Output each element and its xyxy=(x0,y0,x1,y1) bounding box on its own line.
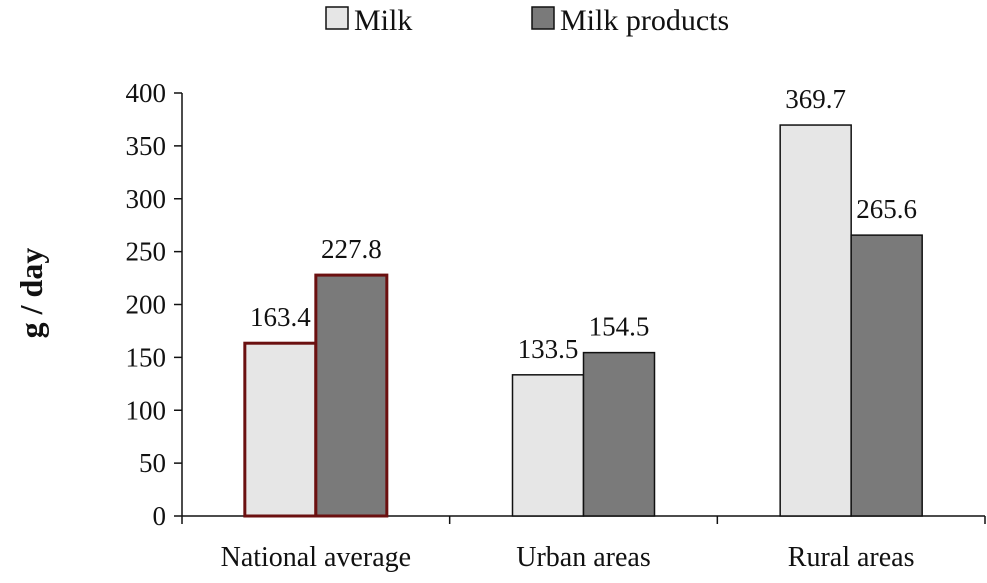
bar-milk-products xyxy=(314,273,389,518)
bar-milk-products xyxy=(582,351,656,517)
y-tick-label: 150 xyxy=(126,342,167,372)
legend-label: Milk products xyxy=(560,4,729,37)
y-tick-label: 350 xyxy=(126,131,167,161)
y-tick-label: 400 xyxy=(126,78,167,108)
data-label: 133.5 xyxy=(518,334,579,364)
data-label: 154.5 xyxy=(589,312,650,342)
y-tick-label: 100 xyxy=(126,395,167,425)
y-axis-title: g / day xyxy=(13,248,49,339)
x-category-label: Rural areas xyxy=(788,542,915,573)
legend: Milk Milk products xyxy=(325,4,729,37)
legend-swatch xyxy=(325,6,349,30)
bars xyxy=(243,124,923,518)
y-tick-label: 0 xyxy=(153,501,167,531)
data-label: 163.4 xyxy=(250,302,311,332)
data-label: 265.6 xyxy=(856,194,917,224)
data-label: 227.8 xyxy=(321,234,382,264)
data-labels: 163.4 227.8 133.5 154.5 369.7 265.6 xyxy=(250,84,917,364)
data-label: 369.7 xyxy=(785,84,846,114)
x-category-label: Urban areas xyxy=(516,542,650,573)
legend-swatch xyxy=(531,6,555,30)
y-tick-label: 300 xyxy=(126,184,167,214)
y-axis: 0 50 100 150 200 250 300 350 400 xyxy=(126,78,183,531)
y-tick-label: 250 xyxy=(126,237,167,267)
bar-milk xyxy=(243,341,318,518)
x-category-label: National average xyxy=(221,542,411,573)
legend-label: Milk xyxy=(354,4,412,37)
y-tick-label: 200 xyxy=(126,290,167,320)
y-tick-label: 50 xyxy=(139,448,166,478)
bar-milk-products xyxy=(850,234,923,517)
bar-milk xyxy=(511,374,585,517)
x-axis: National average Urban areas Rural areas xyxy=(181,515,986,573)
bar-milk xyxy=(779,124,852,517)
